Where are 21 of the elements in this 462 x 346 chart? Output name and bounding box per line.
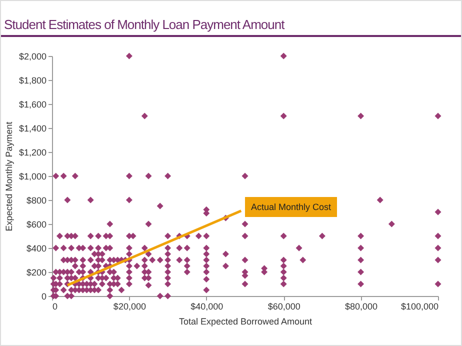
y-tick-label: $400 bbox=[26, 244, 46, 254]
x-tick-label: $80,000 bbox=[345, 302, 378, 312]
x-tick-label: $100,000 bbox=[400, 302, 438, 312]
y-tick-label: $2,000 bbox=[18, 52, 46, 62]
y-tick-label: $1,800 bbox=[18, 76, 46, 86]
x-tick-label: $60,000 bbox=[268, 302, 300, 312]
y-tick-label: $800 bbox=[26, 196, 46, 206]
y-tick-label: $1,400 bbox=[18, 124, 46, 134]
chart-title: Student Estimates of Monthly Loan Payment Amount bbox=[1, 17, 461, 37]
y-tick-label: $1,600 bbox=[18, 100, 46, 110]
y-tick-label: $1,000 bbox=[18, 172, 46, 182]
x-axis-title: Total Expected Borrowed Amount bbox=[178, 316, 313, 326]
x-tick-label: $20,000 bbox=[113, 302, 146, 312]
x-tick-label: $40,000 bbox=[190, 302, 224, 312]
y-axis-title: Expected Monthly Payment bbox=[4, 121, 14, 232]
y-tick-label: $200 bbox=[26, 268, 46, 278]
y-tick-label: $1,200 bbox=[18, 148, 46, 158]
y-tick-label: 0 bbox=[41, 292, 46, 302]
annotation: Actual Monthly Cost bbox=[245, 197, 338, 217]
x-tick-label: 0 bbox=[52, 302, 58, 312]
y-tick-label: $600 bbox=[26, 220, 46, 230]
